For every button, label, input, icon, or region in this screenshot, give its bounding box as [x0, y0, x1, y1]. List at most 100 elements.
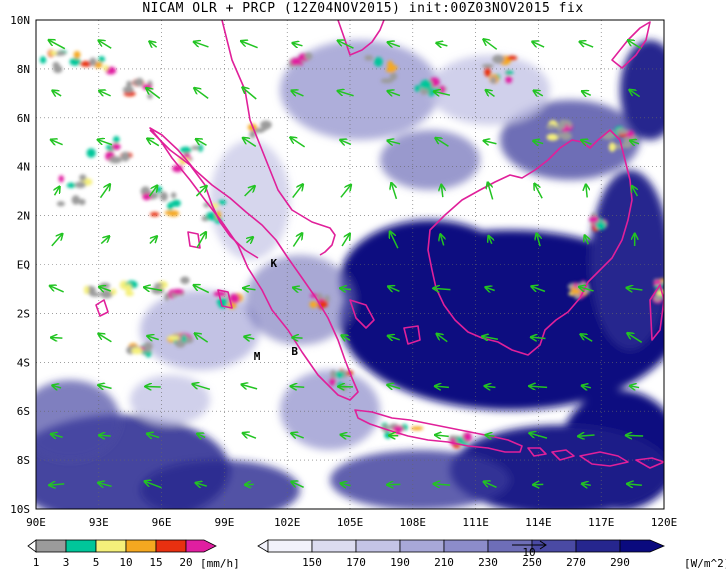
precip-cell	[39, 56, 47, 64]
precip-cell	[490, 76, 497, 84]
olr-colorbar-box	[531, 539, 577, 553]
precip-cell	[457, 436, 464, 445]
wind-arrow	[582, 484, 591, 486]
wind-arrow	[628, 40, 642, 50]
olr-level-label: 270	[566, 556, 586, 569]
olr-level-label: 190	[390, 556, 410, 569]
lat-label: 4N	[17, 161, 30, 174]
wind-arrow	[99, 185, 109, 199]
wind-arrow	[628, 333, 643, 343]
olr-colorbar-box	[443, 539, 489, 553]
precip-cell	[389, 72, 398, 81]
precip-cell	[49, 50, 58, 56]
precip-cell	[481, 63, 494, 69]
wind-arrow	[435, 435, 449, 436]
precip-cell	[205, 212, 218, 221]
wind-arrow	[338, 91, 354, 97]
olr-level-label: 170	[346, 556, 366, 569]
wind-arrow	[292, 91, 304, 96]
precip-unit-label: [mm/h]	[200, 557, 240, 570]
lat-label: 8S	[17, 454, 30, 467]
olr-colorbar-box	[311, 539, 357, 553]
precip-cell	[505, 76, 513, 84]
wind-arrow	[484, 482, 497, 488]
olr-level-label: 210	[434, 556, 454, 569]
precip-cell	[109, 156, 122, 164]
wind-arrow	[483, 336, 499, 339]
wind-arrow	[292, 482, 304, 488]
precip-cell	[197, 144, 204, 152]
precip-cell	[131, 347, 143, 355]
wind-arrow	[630, 386, 640, 388]
wind-arrow	[100, 91, 111, 96]
wind-arrow	[342, 336, 351, 341]
wind-arrow	[341, 234, 349, 247]
wind-arrow	[388, 42, 401, 46]
olr-colorbar: 150 170 190 210 230 250 270 290 [W/m^2] …	[257, 539, 726, 570]
wind-arrow	[51, 140, 63, 145]
wind-arrow	[341, 435, 351, 437]
precip-cell	[213, 291, 227, 297]
precip-cell	[492, 54, 505, 64]
wind-arrow	[146, 386, 161, 387]
wind-arrow	[486, 435, 495, 436]
precip-level-label: 5	[93, 556, 100, 569]
precip-cell	[103, 64, 109, 71]
wind-arrow	[150, 42, 158, 47]
wind-arrow	[390, 232, 399, 249]
wind-arrow	[53, 386, 62, 388]
station-marker-k: K	[270, 257, 277, 270]
wind-arrow	[388, 385, 401, 389]
precip-cell	[616, 128, 629, 135]
wind-arrow	[242, 385, 258, 389]
wind-arrow	[630, 141, 640, 144]
precip-level-label: 1	[33, 556, 40, 569]
precip-cell	[181, 334, 187, 343]
wind-vectors	[49, 40, 644, 488]
wind-arrow	[388, 91, 401, 95]
olr-colorbar-box	[619, 539, 666, 553]
olr-colorbar-box	[267, 539, 313, 553]
wind-arrow	[99, 385, 112, 388]
precip-cell	[120, 151, 130, 162]
station-marker-b: B	[291, 345, 298, 358]
precip-cell	[507, 55, 518, 61]
olr-level-label: 150	[302, 556, 322, 569]
precip-cell	[164, 210, 174, 215]
precip-cell	[149, 212, 160, 217]
precip-cell	[229, 293, 240, 304]
wind-arrow	[579, 435, 595, 436]
olr-level-label: 230	[478, 556, 498, 569]
wind-arrow	[293, 43, 303, 46]
precip-cell	[546, 133, 559, 141]
precip-cell	[89, 57, 97, 67]
lat-label: 8N	[17, 63, 30, 76]
precip-cell	[335, 371, 345, 379]
wind-arrow	[195, 186, 206, 197]
precip-cell	[172, 164, 184, 173]
precip-cell	[147, 93, 153, 100]
wind-arrow	[147, 434, 160, 438]
precip-cell	[505, 70, 514, 75]
lon-label: 90E	[26, 516, 46, 529]
wind-arrow	[434, 484, 451, 485]
precip-cell	[154, 282, 164, 288]
wind-arrow	[50, 484, 65, 485]
lon-label: 111E	[462, 516, 489, 529]
precip-cell	[89, 292, 101, 297]
wind-arrow	[582, 386, 592, 388]
wind-arrow	[626, 435, 644, 436]
wind-arrow	[437, 334, 448, 343]
wind-arrow	[294, 288, 303, 290]
wind-arrow	[51, 234, 62, 247]
latitude-labels: 10N 8N 6N 4N 2N EQ 2S 4S 6S 8S 10S	[10, 14, 30, 516]
wind-arrow	[338, 41, 354, 49]
precip-cell	[410, 426, 424, 431]
wind-arrow	[580, 42, 594, 48]
wind-arrow	[241, 41, 258, 49]
precip-cell	[52, 61, 60, 69]
precip-cell	[71, 195, 80, 205]
wind-arrow	[148, 336, 159, 340]
wind-arrow	[195, 88, 209, 99]
wind-arrow	[291, 138, 306, 148]
